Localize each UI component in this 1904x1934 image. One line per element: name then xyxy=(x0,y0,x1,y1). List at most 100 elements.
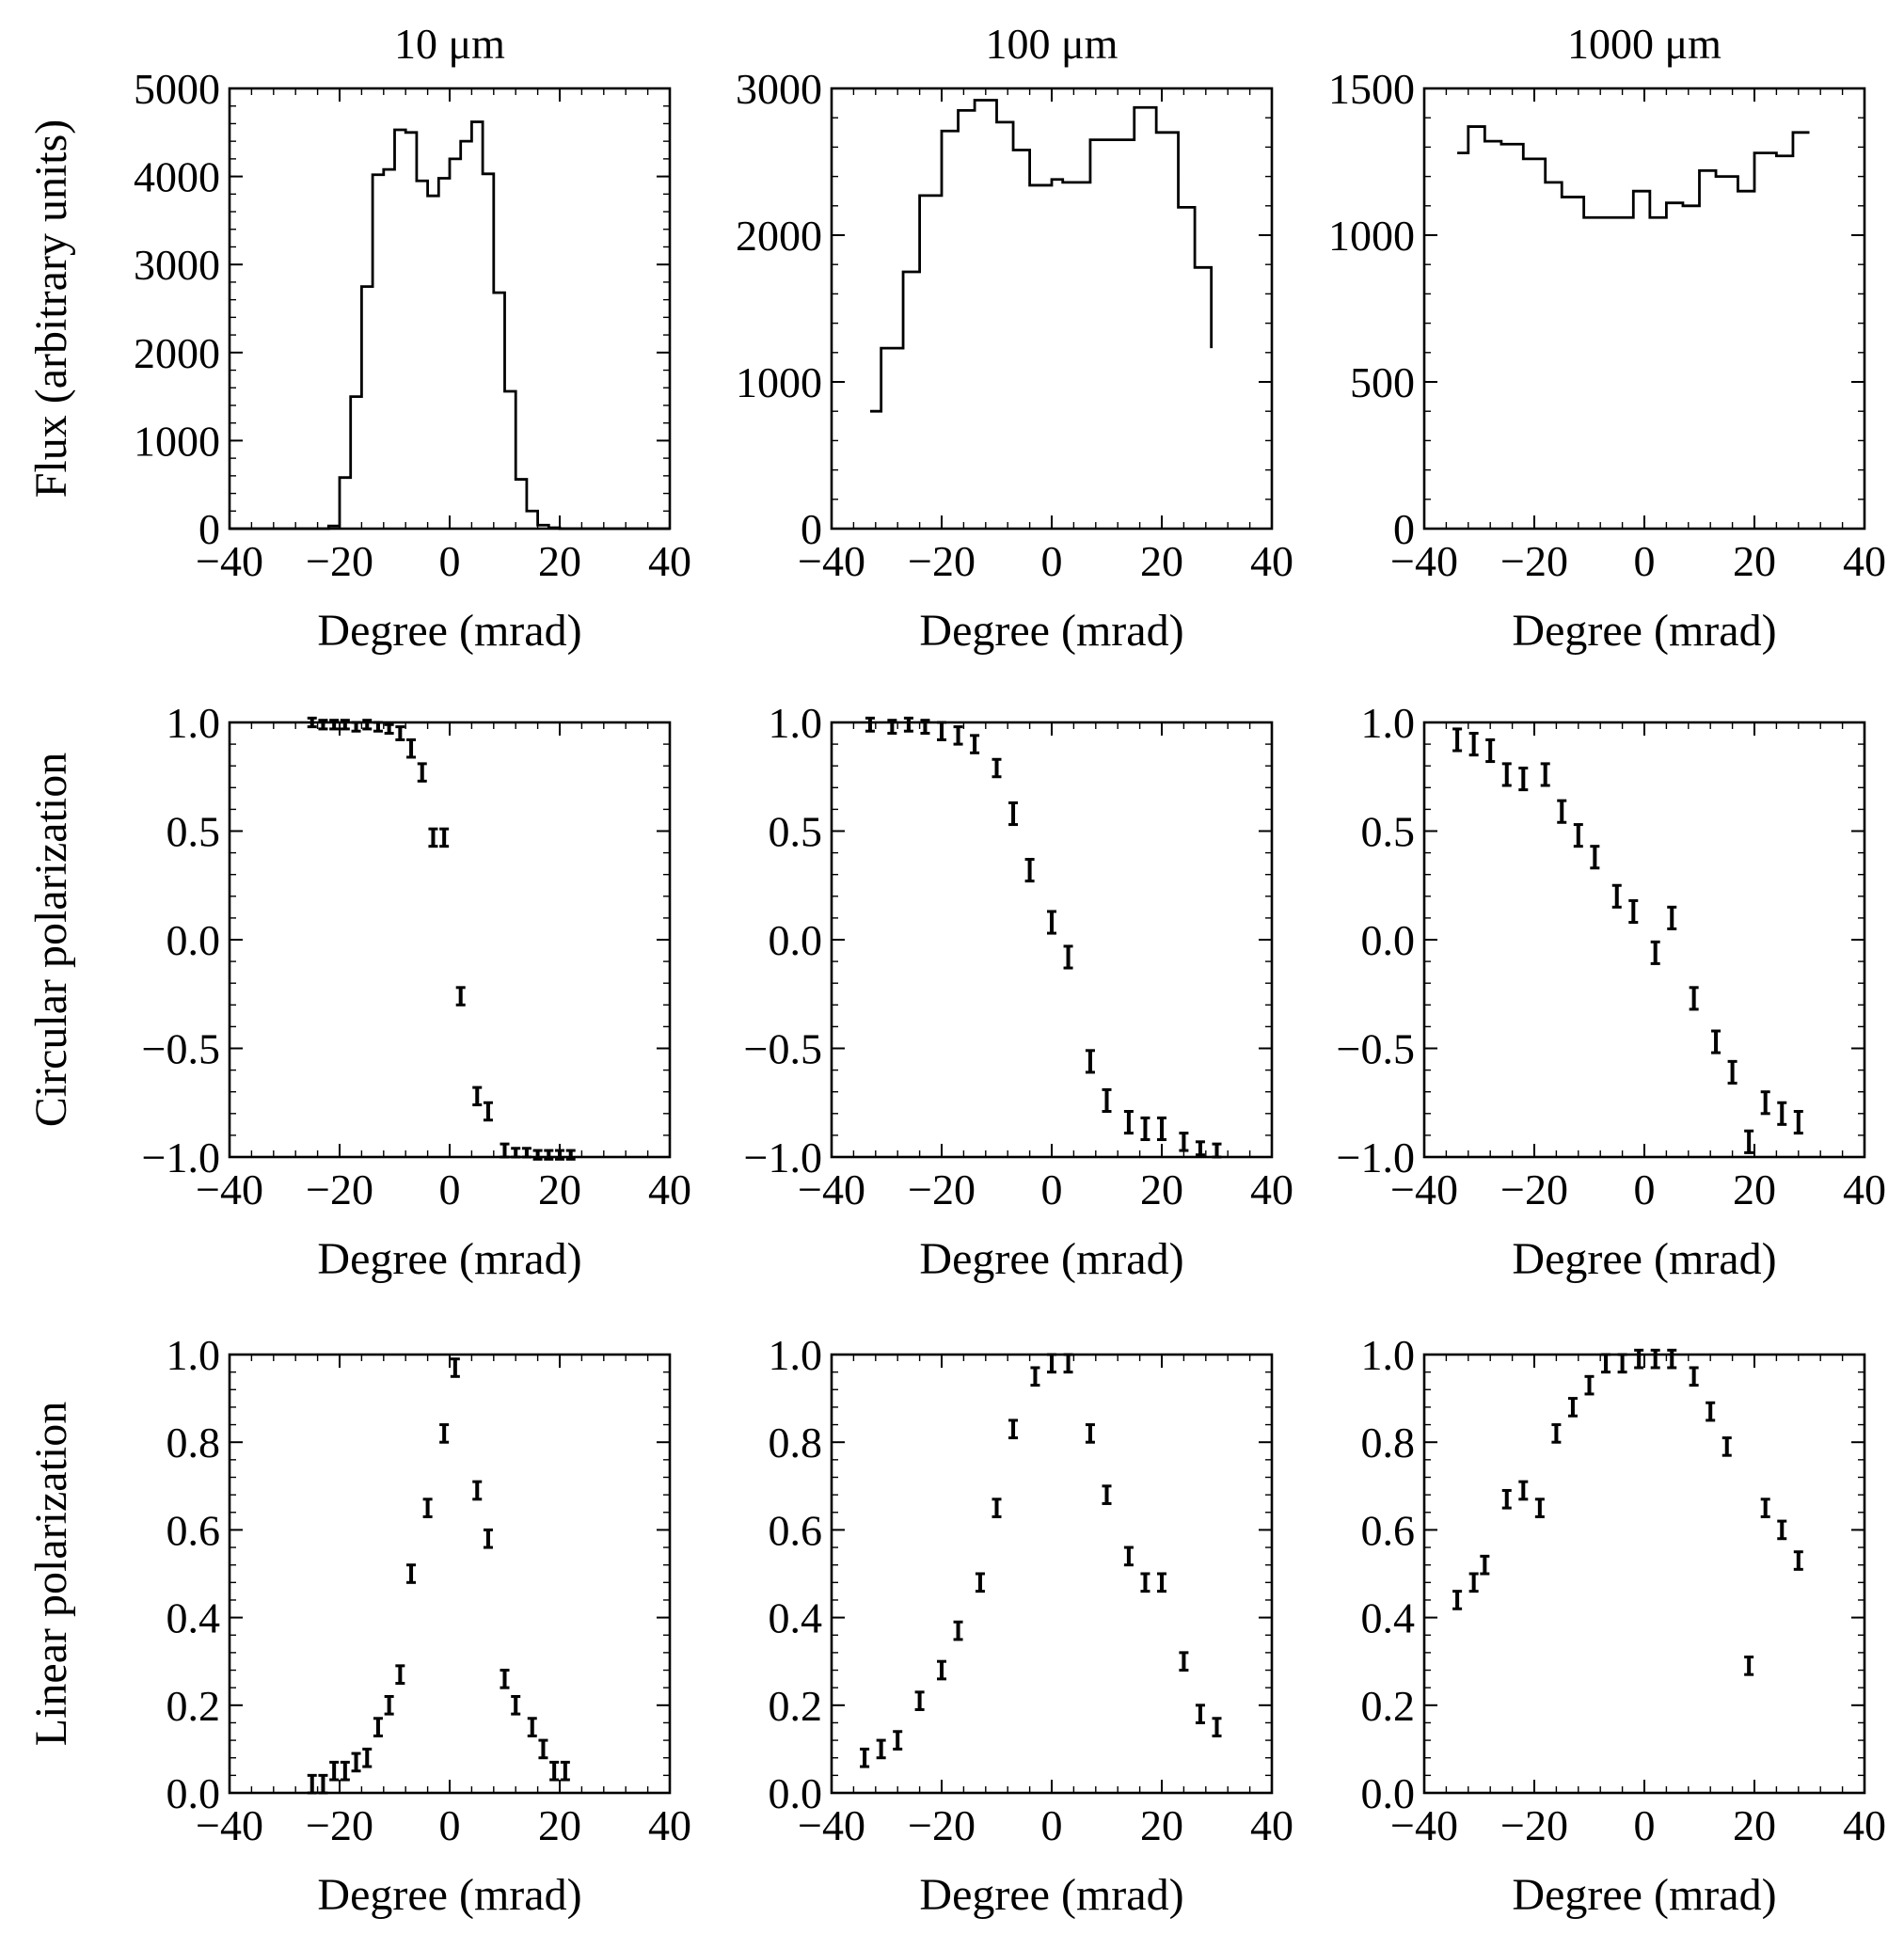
x-axis-label: Degree (mrad) xyxy=(1512,606,1776,656)
data-point-error-bar xyxy=(887,719,897,736)
x-tick-label: 40 xyxy=(1250,1801,1293,1849)
data-point-error-bar xyxy=(1085,1423,1095,1444)
plot-frame xyxy=(1422,87,1866,531)
data-point-error-bar xyxy=(1212,1717,1222,1737)
y-tick-label: 4000 xyxy=(134,153,220,201)
data-point-error-bar xyxy=(1689,986,1699,1011)
data-point-error-bar xyxy=(483,1101,493,1122)
data-point-error-bar xyxy=(340,719,350,731)
y-tick-label: 1000 xyxy=(1328,212,1415,260)
data-point-error-bar xyxy=(555,1149,564,1161)
panel-title: 100 μm xyxy=(986,20,1119,68)
x-tick-label: 0 xyxy=(1634,537,1656,585)
data-point-error-bar xyxy=(1008,801,1019,827)
x-axis-label: Degree (mrad) xyxy=(919,1234,1183,1284)
data-point-error-bar xyxy=(455,986,466,1007)
x-tick-label: −20 xyxy=(306,1801,373,1849)
y-axis-label: Linear polarization xyxy=(26,1402,76,1747)
y-tick-label: 0.2 xyxy=(769,1682,823,1730)
y-tick-label: 1.0 xyxy=(769,1331,823,1379)
chart-panel-7: −40 −20 0 20 40 0.0 0.2 0.4 0.6 0.8 1.0 Degree (mra… xyxy=(26,1331,691,1920)
data-point-error-bar xyxy=(1518,1480,1529,1501)
x-tick-label: 0 xyxy=(1634,1165,1656,1213)
y-tick-label: 0.0 xyxy=(1361,916,1416,964)
chart-panel-4: −40 −20 0 20 40 −1.0 −0.5 0.0 0.5 1.0 Degree (mrad… xyxy=(26,699,691,1284)
data-point-error-bar xyxy=(1030,1366,1040,1387)
data-point-error-bar xyxy=(970,734,980,754)
data-point-error-bar xyxy=(340,1760,350,1782)
data-point-error-bar xyxy=(362,1747,373,1768)
data-point-error-bar xyxy=(1634,1348,1644,1370)
data-point-error-bar xyxy=(329,719,340,731)
data-point-error-bar xyxy=(1590,845,1600,870)
data-point-error-bar xyxy=(1468,1572,1479,1593)
x-tick-label: −40 xyxy=(196,1165,263,1213)
data-point-error-bar xyxy=(953,725,963,746)
data-point-error-bar xyxy=(472,1086,483,1107)
y-tick-label: 2000 xyxy=(736,212,822,260)
x-tick-label: −20 xyxy=(908,1165,976,1213)
x-tick-label: −40 xyxy=(1390,1801,1458,1849)
x-tick-label: 40 xyxy=(1843,1165,1886,1213)
data-point-error-bar xyxy=(1584,1374,1595,1396)
y-tick-label: 500 xyxy=(1350,358,1415,406)
data-point-error-bar xyxy=(428,827,438,848)
data-point-error-bar xyxy=(860,1747,870,1768)
data-point-error-bar xyxy=(1102,1484,1112,1505)
data-point-error-bar xyxy=(992,757,1002,779)
x-tick-label: 40 xyxy=(1843,1801,1886,1849)
data-point-error-bar xyxy=(351,1752,361,1773)
chart-panel-2: −40 −20 0 20 40 0 1000 2000 3000 100 μm Degree (mr… xyxy=(736,20,1293,656)
data-point-error-bar xyxy=(1123,1546,1134,1567)
x-axis-label: Degree (mrad) xyxy=(1512,1870,1776,1920)
data-point-error-bar xyxy=(1557,799,1567,824)
data-point-error-bar xyxy=(1777,1101,1787,1126)
y-tick-label: 0.2 xyxy=(1361,1682,1416,1730)
data-point-error-bar xyxy=(1617,1353,1627,1374)
panel-title: 10 μm xyxy=(394,20,505,68)
data-point-error-bar xyxy=(1452,1590,1463,1610)
data-point-error-bar xyxy=(500,1669,510,1689)
data-point-error-bar xyxy=(1793,1109,1803,1135)
data-point-error-bar xyxy=(1628,898,1639,925)
y-tick-label: 0.0 xyxy=(167,916,221,964)
y-tick-label: 1500 xyxy=(1328,65,1415,113)
data-point-error-bar xyxy=(1744,1129,1754,1154)
data-point-error-bar xyxy=(1485,737,1496,764)
data-point-error-bar xyxy=(1727,1059,1737,1085)
y-tick-label: 1.0 xyxy=(167,1331,221,1379)
data-point-error-bar xyxy=(1063,944,1073,970)
x-tick-label: 40 xyxy=(1250,537,1293,585)
x-axis-label: Degree (mrad) xyxy=(919,606,1183,656)
chart-panel-5: −40 −20 0 20 40 −1.0 −0.5 0.0 0.5 1.0 Degree (mrad… xyxy=(744,699,1293,1284)
x-axis-label: Degree (mrad) xyxy=(317,1870,581,1920)
x-tick-label: 20 xyxy=(1733,537,1776,585)
data-point-error-bar xyxy=(893,1730,903,1751)
data-point-error-bar xyxy=(395,725,405,741)
x-tick-label: 40 xyxy=(648,1801,691,1849)
x-tick-label: 0 xyxy=(1041,1801,1063,1849)
y-tick-label: 0.8 xyxy=(167,1419,221,1466)
data-point-error-bar xyxy=(318,719,328,731)
x-tick-label: −20 xyxy=(306,537,373,585)
y-axis-label: Flux (arbitrary units) xyxy=(26,119,76,499)
x-tick-label: 0 xyxy=(439,537,461,585)
data-point-error-bar xyxy=(417,762,427,783)
y-tick-label: 0.8 xyxy=(1361,1419,1416,1466)
x-tick-label: 20 xyxy=(1140,1801,1183,1849)
data-point-error-bar xyxy=(1722,1436,1732,1457)
y-axis-label: Circular polarization xyxy=(26,753,76,1128)
y-tick-label: 1000 xyxy=(134,417,220,465)
y-tick-label: 0.4 xyxy=(769,1594,823,1642)
y-tick-label: −1.0 xyxy=(142,1133,220,1181)
data-point-error-bar xyxy=(373,1717,383,1737)
data-point-error-bar xyxy=(903,716,913,733)
data-point-error-bar xyxy=(1123,1109,1134,1135)
y-tick-label: 0.0 xyxy=(769,916,823,964)
data-point-error-bar xyxy=(1518,767,1529,792)
data-point-error-bar xyxy=(1760,1498,1770,1518)
data-point-error-bar xyxy=(1611,883,1622,909)
y-tick-label: 0.4 xyxy=(167,1594,221,1642)
chart-panel-9: −40 −20 0 20 40 0.0 0.2 0.4 0.6 0.8 1.0 Degree (mra… xyxy=(1361,1331,1887,1920)
plot-frame xyxy=(228,721,672,1159)
